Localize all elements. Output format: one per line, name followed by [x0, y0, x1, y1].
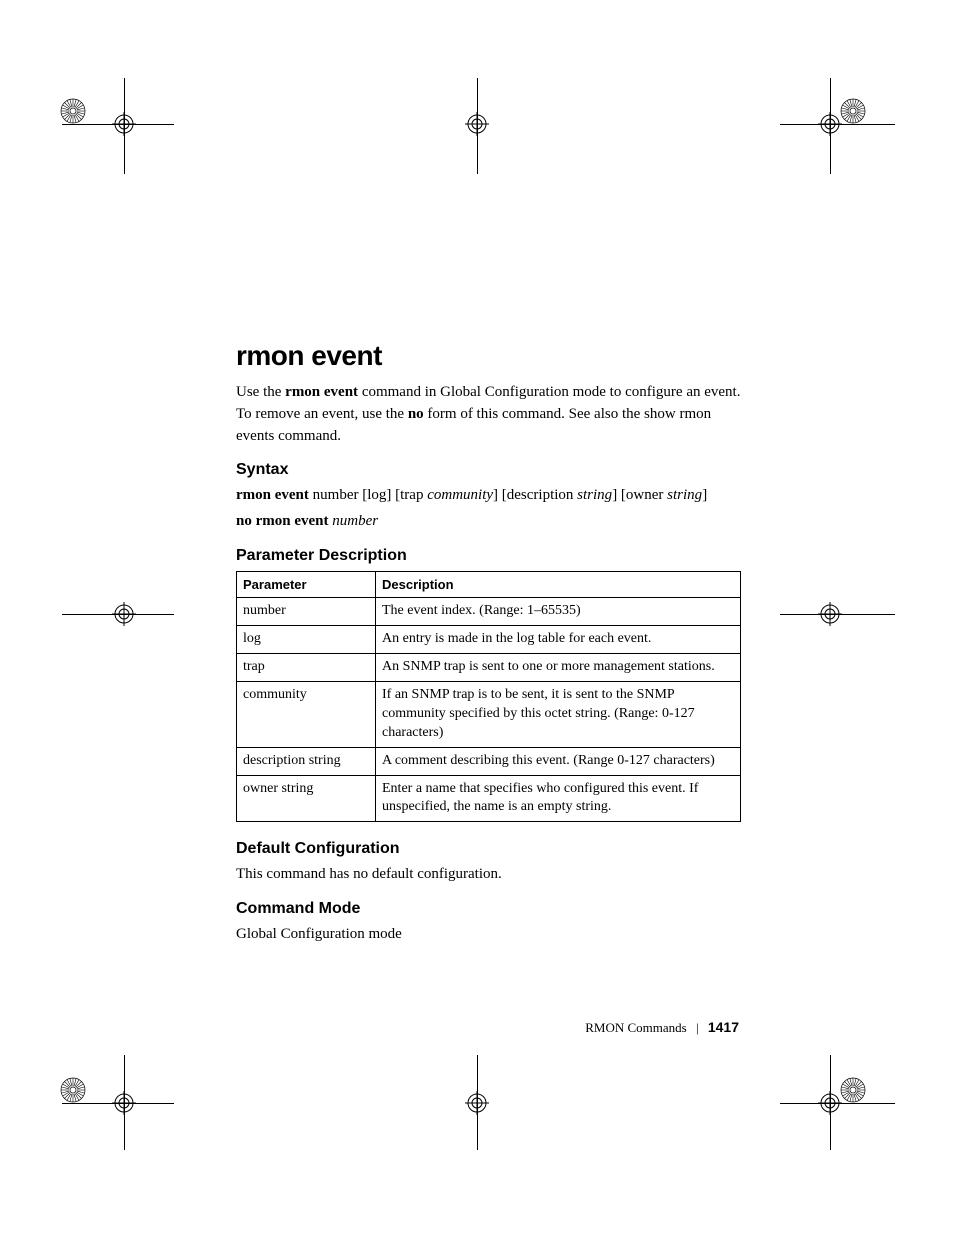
- rosette-icon: [839, 97, 867, 125]
- footer-page-number: 1417: [708, 1019, 739, 1035]
- table-cell-param: log: [237, 626, 376, 654]
- syntax-line-2: no rmon event number: [236, 511, 741, 533]
- table-cell-desc: Enter a name that specifies who configur…: [376, 775, 741, 822]
- table-header-row: Parameter Description: [237, 571, 741, 598]
- crop-line: [477, 78, 478, 174]
- command-title: rmon event: [236, 340, 741, 372]
- table-cell-param: number: [237, 598, 376, 626]
- page-content: rmon event Use the rmon event command in…: [236, 340, 741, 960]
- table-header-param: Parameter: [237, 571, 376, 598]
- table-cell-param: owner string: [237, 775, 376, 822]
- page-footer: RMON Commands | 1417: [585, 1019, 739, 1036]
- command-mode-body: Global Configuration mode: [236, 924, 741, 946]
- table-cell-desc: An entry is made in the log table for ea…: [376, 626, 741, 654]
- table-row: trapAn SNMP trap is sent to one or more …: [237, 654, 741, 682]
- rosette-icon: [59, 97, 87, 125]
- crop-line: [477, 1055, 478, 1150]
- table-cell-desc: If an SNMP trap is to be sent, it is sen…: [376, 681, 741, 747]
- registration-mark-icon: [112, 1091, 136, 1115]
- parameter-table: Parameter Description numberThe event in…: [236, 571, 741, 823]
- default-config-body: This command has no default configuratio…: [236, 864, 741, 886]
- table-cell-param: description string: [237, 747, 376, 775]
- crop-line: [780, 614, 895, 615]
- intro-paragraph: Use the rmon event command in Global Con…: [236, 382, 741, 447]
- table-cell-desc: The event index. (Range: 1–65535): [376, 598, 741, 626]
- default-config-heading: Default Configuration: [236, 840, 741, 858]
- table-cell-param: trap: [237, 654, 376, 682]
- registration-mark-icon: [818, 112, 842, 136]
- table-cell-desc: An SNMP trap is sent to one or more mana…: [376, 654, 741, 682]
- command-mode-heading: Command Mode: [236, 900, 741, 918]
- table-row: communityIf an SNMP trap is to be sent, …: [237, 681, 741, 747]
- table-row: logAn entry is made in the log table for…: [237, 626, 741, 654]
- table-header-desc: Description: [376, 571, 741, 598]
- rosette-icon: [59, 1076, 87, 1104]
- table-row: description stringA comment describing t…: [237, 747, 741, 775]
- rosette-icon: [839, 1076, 867, 1104]
- table-row: owner stringEnter a name that specifies …: [237, 775, 741, 822]
- table-cell-desc: A comment describing this event. (Range …: [376, 747, 741, 775]
- crop-line: [62, 614, 174, 615]
- registration-mark-icon: [112, 112, 136, 136]
- registration-mark-icon: [818, 1091, 842, 1115]
- footer-separator: |: [696, 1020, 699, 1035]
- syntax-line-1: rmon event number [log] [trap community]…: [236, 485, 741, 507]
- param-desc-heading: Parameter Description: [236, 547, 741, 565]
- table-cell-param: community: [237, 681, 376, 747]
- table-row: numberThe event index. (Range: 1–65535): [237, 598, 741, 626]
- footer-section: RMON Commands: [585, 1020, 686, 1035]
- syntax-heading: Syntax: [236, 461, 741, 479]
